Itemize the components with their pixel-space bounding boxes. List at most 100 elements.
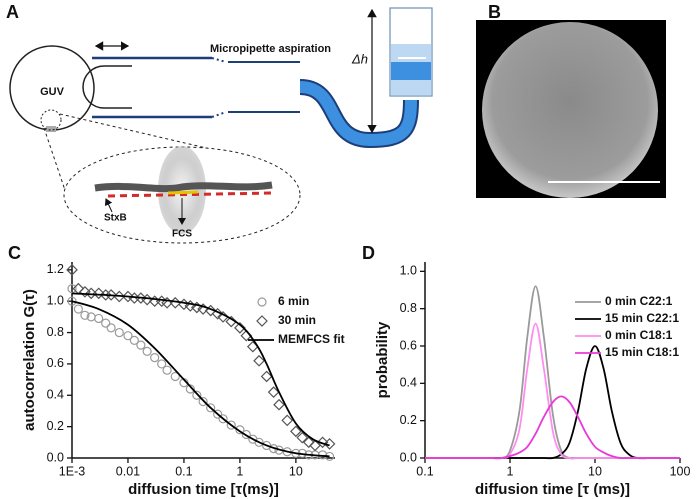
marker	[136, 340, 146, 350]
y-tick-label: 0.0	[47, 450, 64, 464]
y-tick-label: 0.4	[47, 388, 64, 402]
marker	[241, 429, 251, 440]
marker	[204, 304, 217, 317]
panel-label: C	[8, 243, 21, 263]
legend-item: MEMFCS fit	[248, 332, 345, 346]
legend-item: 15 min C22:1	[575, 311, 679, 325]
fcs-label: FCS	[172, 229, 192, 240]
marker	[170, 371, 180, 382]
marker	[198, 396, 208, 407]
stxb-label: StxB	[104, 213, 127, 224]
y-tick-label: 0.2	[47, 419, 64, 433]
marker	[123, 331, 133, 341]
legend-item: 15 min C18:1	[575, 345, 679, 359]
y-tick-label: 0.8	[400, 301, 417, 315]
pipette-break	[211, 57, 227, 118]
marker	[94, 313, 104, 324]
y-axis-title: autocorrelation G(τ)	[21, 289, 38, 431]
marker	[92, 287, 105, 300]
zoom-circle	[40, 109, 62, 131]
marker	[254, 437, 264, 447]
panel-a: A GUV Micropipette aspiration Δh StxB FC…	[6, 2, 433, 244]
marker	[260, 370, 273, 383]
tube-fill	[299, 81, 417, 147]
y-axis-title: probability	[374, 321, 391, 398]
marker	[73, 304, 83, 314]
x-axis-title: diffusion time [τ (ms)]	[475, 481, 630, 498]
guv-image	[482, 22, 658, 198]
marker	[106, 323, 116, 333]
marker	[206, 403, 216, 413]
marker	[79, 285, 91, 298]
panel-label: B	[488, 2, 501, 22]
x-tick-label: 100	[670, 464, 691, 478]
x-tick-label: 0.1	[416, 464, 433, 478]
marker	[267, 386, 280, 398]
panel-label: D	[362, 243, 375, 263]
legend-label: 15 min C22:1	[605, 311, 679, 325]
y-tick-label: 0.6	[400, 338, 417, 352]
legend-label: 6 min	[278, 294, 309, 308]
marker	[99, 289, 112, 301]
line	[424, 322, 680, 460]
y-tick-label: 0.4	[400, 376, 417, 390]
marker	[226, 420, 236, 430]
y-tick-label: 0.2	[400, 413, 417, 427]
marker	[155, 295, 168, 308]
legend-label: 30 min	[278, 313, 316, 327]
marker	[290, 425, 302, 438]
marker	[129, 335, 139, 345]
marker	[218, 414, 228, 424]
marker	[192, 390, 202, 400]
panel-b: B	[476, 2, 666, 198]
marker	[105, 289, 117, 301]
marker	[80, 310, 90, 320]
y-tick-label: 0.8	[47, 325, 64, 339]
marker	[162, 365, 172, 375]
focus	[46, 126, 56, 132]
guv-tongue	[82, 65, 132, 109]
legend-item: 6 min	[257, 294, 309, 308]
legend-label: 0 min C18:1	[605, 328, 673, 342]
marker	[302, 436, 315, 449]
legend-label: MEMFCS fit	[278, 332, 345, 346]
x-tick-label: 0.1	[175, 464, 192, 478]
marker	[273, 398, 285, 411]
y-tick-label: 1.2	[47, 262, 64, 276]
x-tick-label: 1	[236, 464, 243, 478]
pipette-label: Micropipette aspiration	[210, 43, 331, 55]
fcs-spot	[167, 190, 199, 195]
x-tick-label: 1E-3	[59, 464, 85, 478]
marker	[114, 327, 124, 338]
reservoir-water	[391, 62, 431, 80]
legend-label: 0 min C22:1	[605, 294, 673, 308]
legend-label: 15 min C18:1	[605, 345, 679, 359]
x-tick-label: 1	[507, 464, 514, 478]
tube-wall	[228, 61, 300, 113]
guv-label: GUV	[40, 86, 65, 98]
legend-swatch	[256, 315, 268, 327]
legend-item: 30 min	[256, 313, 316, 327]
line	[424, 395, 680, 460]
legend-swatch	[257, 297, 267, 307]
marker	[296, 431, 309, 444]
stxb-layer	[107, 191, 273, 198]
stxb-arrow	[104, 198, 113, 213]
x-tick-label: 10	[588, 464, 602, 478]
marker	[235, 425, 245, 435]
marker	[66, 263, 78, 276]
y-tick-label: 1.0	[47, 293, 64, 307]
line	[71, 292, 330, 447]
legend-item: 0 min C22:1	[575, 294, 673, 308]
marker	[253, 354, 265, 367]
marker	[135, 292, 147, 304]
marker	[142, 346, 152, 356]
marker	[157, 359, 167, 369]
marker	[150, 353, 160, 363]
marker	[185, 384, 195, 394]
marker	[85, 287, 98, 300]
marker	[213, 409, 223, 419]
y-tick-label: 1.0	[400, 264, 417, 278]
